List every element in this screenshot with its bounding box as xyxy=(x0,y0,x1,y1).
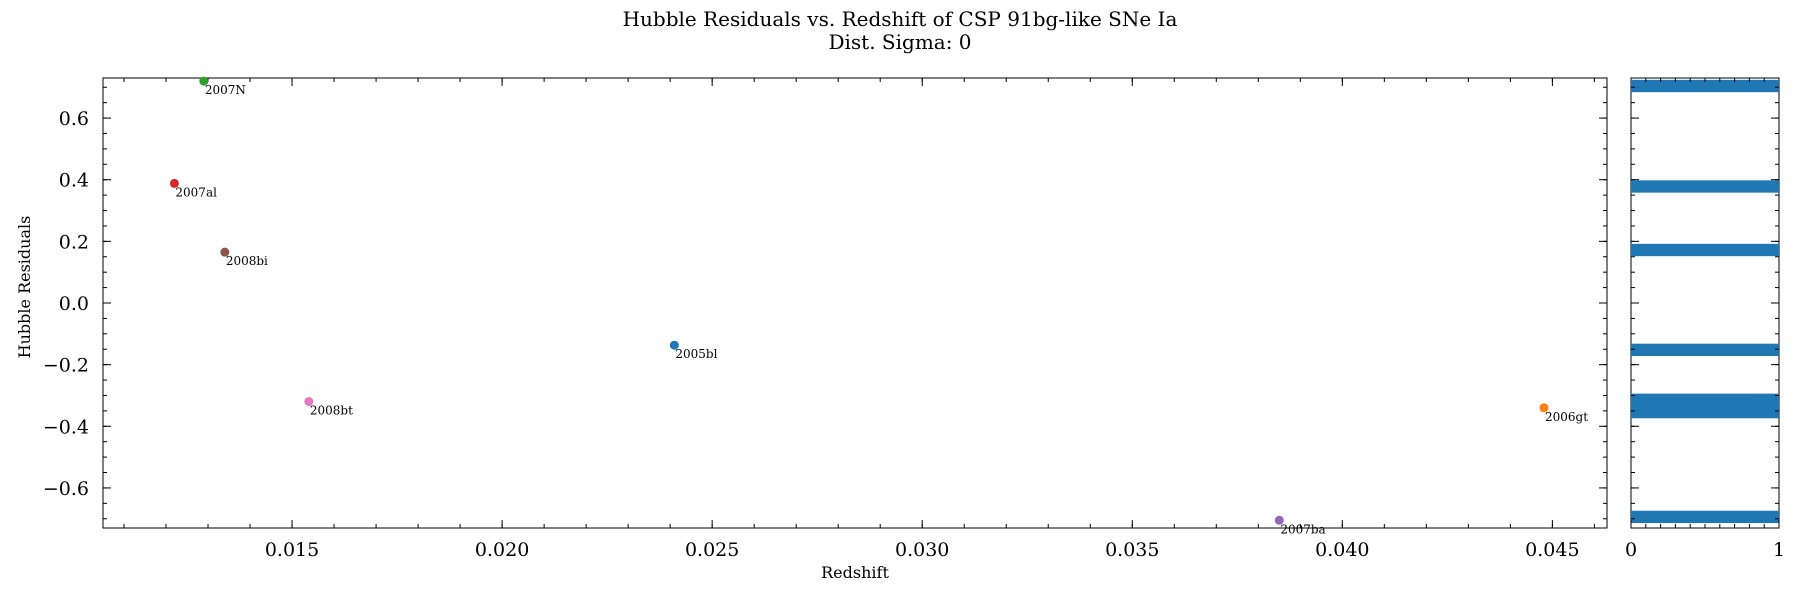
histogram-bar-1 xyxy=(1631,180,1779,193)
data-point-2007ba xyxy=(1274,515,1284,525)
x-tick-label: 0.025 xyxy=(685,539,739,561)
data-point-label-2008bt: 2008bt xyxy=(310,404,353,418)
x-tick-label: 0.045 xyxy=(1525,539,1579,561)
data-point-2006gt xyxy=(1539,403,1549,413)
y-tick-label: −0.2 xyxy=(43,355,89,377)
side-x-tick-label: 0 xyxy=(1625,539,1637,561)
y-tick-label: 0.2 xyxy=(59,231,89,253)
histogram-bar-0 xyxy=(1631,79,1779,93)
x-tick-label: 0.015 xyxy=(265,539,319,561)
side-plot-frame xyxy=(1630,77,1780,529)
y-axis-label: Hubble Residuals xyxy=(15,216,34,359)
y-tick-label: −0.4 xyxy=(43,416,89,438)
histogram-bar-4 xyxy=(1631,393,1779,419)
x-tick-label: 0.040 xyxy=(1315,539,1369,561)
data-point-label-2007ba: 2007ba xyxy=(1280,522,1325,536)
data-point-2005bl xyxy=(669,340,679,350)
data-point-label-2006gt: 2006gt xyxy=(1545,410,1588,424)
histogram-bar-2 xyxy=(1631,243,1779,257)
x-tick-label: 0.030 xyxy=(895,539,949,561)
data-point-label-2007N: 2007N xyxy=(205,83,246,97)
main-plot-frame xyxy=(102,77,1608,529)
data-point-2007N xyxy=(199,76,209,86)
y-tick-label: −0.6 xyxy=(43,478,89,500)
main-plot: 0.015 0.020 0.025 0.030 0.035 0.040 0.045 0.6 0.… xyxy=(43,76,1608,561)
data-point-2008bt xyxy=(304,397,314,407)
y-tick-label: 0.0 xyxy=(59,293,89,315)
side-x-tick-label: 1 xyxy=(1773,539,1785,561)
histogram-bar-5 xyxy=(1631,510,1779,524)
chart-subtitle: Dist. Sigma: 0 xyxy=(828,30,971,54)
y-tick-label: 0.4 xyxy=(59,170,89,192)
data-point-2007al xyxy=(169,178,179,188)
x-axis-label: Redshift xyxy=(821,563,889,582)
data-point-label-2008bi: 2008bi xyxy=(226,254,268,268)
x-tick-label: 0.035 xyxy=(1105,539,1159,561)
data-point-2008bi xyxy=(220,247,230,257)
chart-title: Hubble Residuals vs. Redshift of CSP 91b… xyxy=(623,7,1178,31)
x-tick-label: 0.020 xyxy=(475,539,529,561)
y-tick-label: 0.6 xyxy=(59,108,89,130)
data-point-label-2005bl: 2005bl xyxy=(675,347,717,361)
data-point-label-2007al: 2007al xyxy=(175,185,217,199)
histogram-bar-3 xyxy=(1631,343,1779,357)
